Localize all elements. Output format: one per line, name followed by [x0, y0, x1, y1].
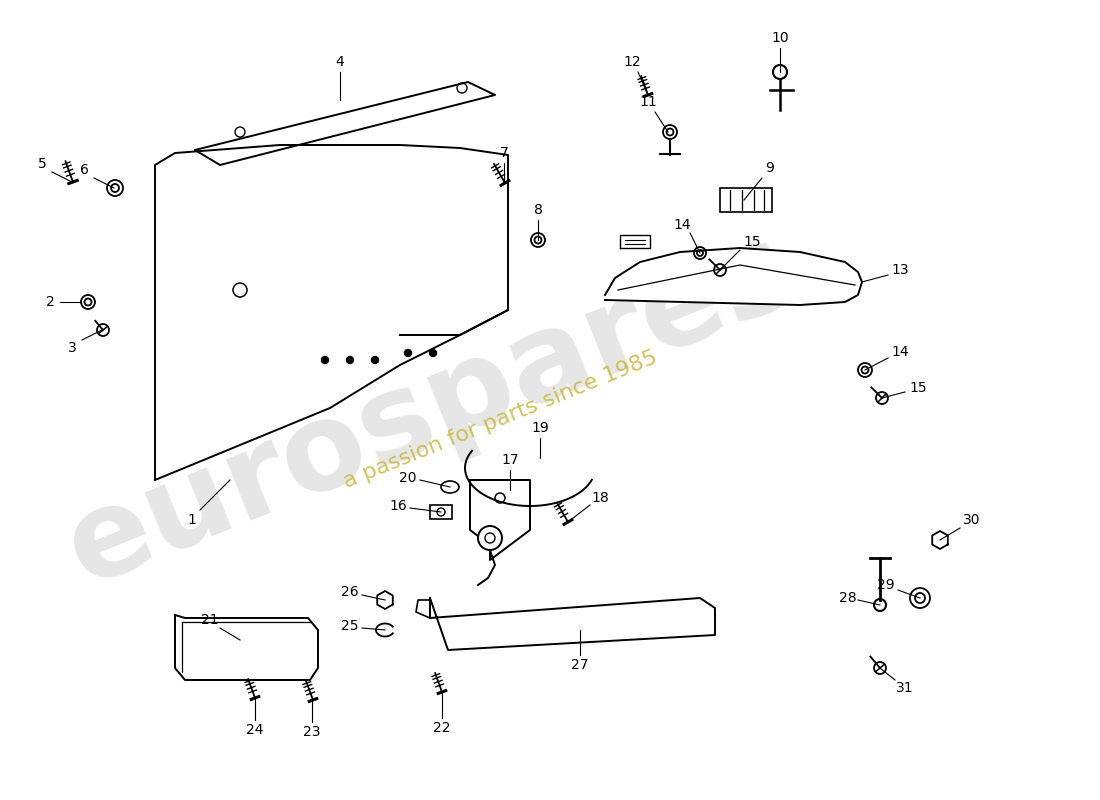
Bar: [430, 505, 452, 519]
Text: 30: 30: [964, 513, 981, 527]
Text: 21: 21: [201, 613, 219, 627]
Polygon shape: [175, 615, 318, 680]
Text: 29: 29: [877, 578, 894, 592]
Polygon shape: [377, 591, 393, 609]
Text: 15: 15: [744, 235, 761, 249]
Text: 8: 8: [534, 203, 542, 217]
Text: 22: 22: [433, 721, 451, 735]
Circle shape: [478, 526, 502, 550]
Bar: [720, 188, 772, 212]
Text: 5: 5: [37, 157, 46, 171]
Text: 20: 20: [399, 471, 417, 485]
Polygon shape: [932, 531, 948, 549]
Text: 4: 4: [336, 55, 344, 69]
Polygon shape: [430, 598, 715, 650]
Text: 15: 15: [910, 381, 927, 395]
Text: 12: 12: [624, 55, 641, 69]
Polygon shape: [605, 248, 862, 305]
Text: 2: 2: [45, 295, 54, 309]
Text: a passion for parts since 1985: a passion for parts since 1985: [340, 348, 660, 492]
Polygon shape: [620, 235, 650, 248]
Text: 27: 27: [571, 658, 588, 672]
Text: 14: 14: [891, 345, 909, 359]
Text: 23: 23: [304, 725, 321, 739]
Text: 24: 24: [246, 723, 264, 737]
Text: 7: 7: [499, 146, 508, 160]
Text: eurospares: eurospares: [50, 211, 811, 609]
Polygon shape: [155, 145, 508, 480]
Text: 25: 25: [341, 619, 359, 633]
Text: 16: 16: [389, 499, 407, 513]
Text: 26: 26: [341, 585, 359, 599]
Text: 6: 6: [79, 163, 88, 177]
Circle shape: [429, 350, 437, 357]
Text: 3: 3: [67, 341, 76, 355]
Circle shape: [346, 357, 353, 363]
Text: 28: 28: [839, 591, 857, 605]
Polygon shape: [195, 82, 495, 165]
Text: 17: 17: [502, 453, 519, 467]
Text: 1: 1: [188, 513, 197, 527]
Text: 13: 13: [891, 263, 909, 277]
Text: 19: 19: [531, 421, 549, 435]
Polygon shape: [470, 480, 530, 560]
Text: 14: 14: [673, 218, 691, 232]
Circle shape: [321, 357, 329, 363]
Text: 11: 11: [639, 95, 657, 109]
Text: 9: 9: [766, 161, 774, 175]
Circle shape: [372, 357, 378, 363]
Circle shape: [405, 350, 411, 357]
Text: 18: 18: [591, 491, 609, 505]
Text: 10: 10: [771, 31, 789, 45]
Text: 31: 31: [896, 681, 914, 695]
